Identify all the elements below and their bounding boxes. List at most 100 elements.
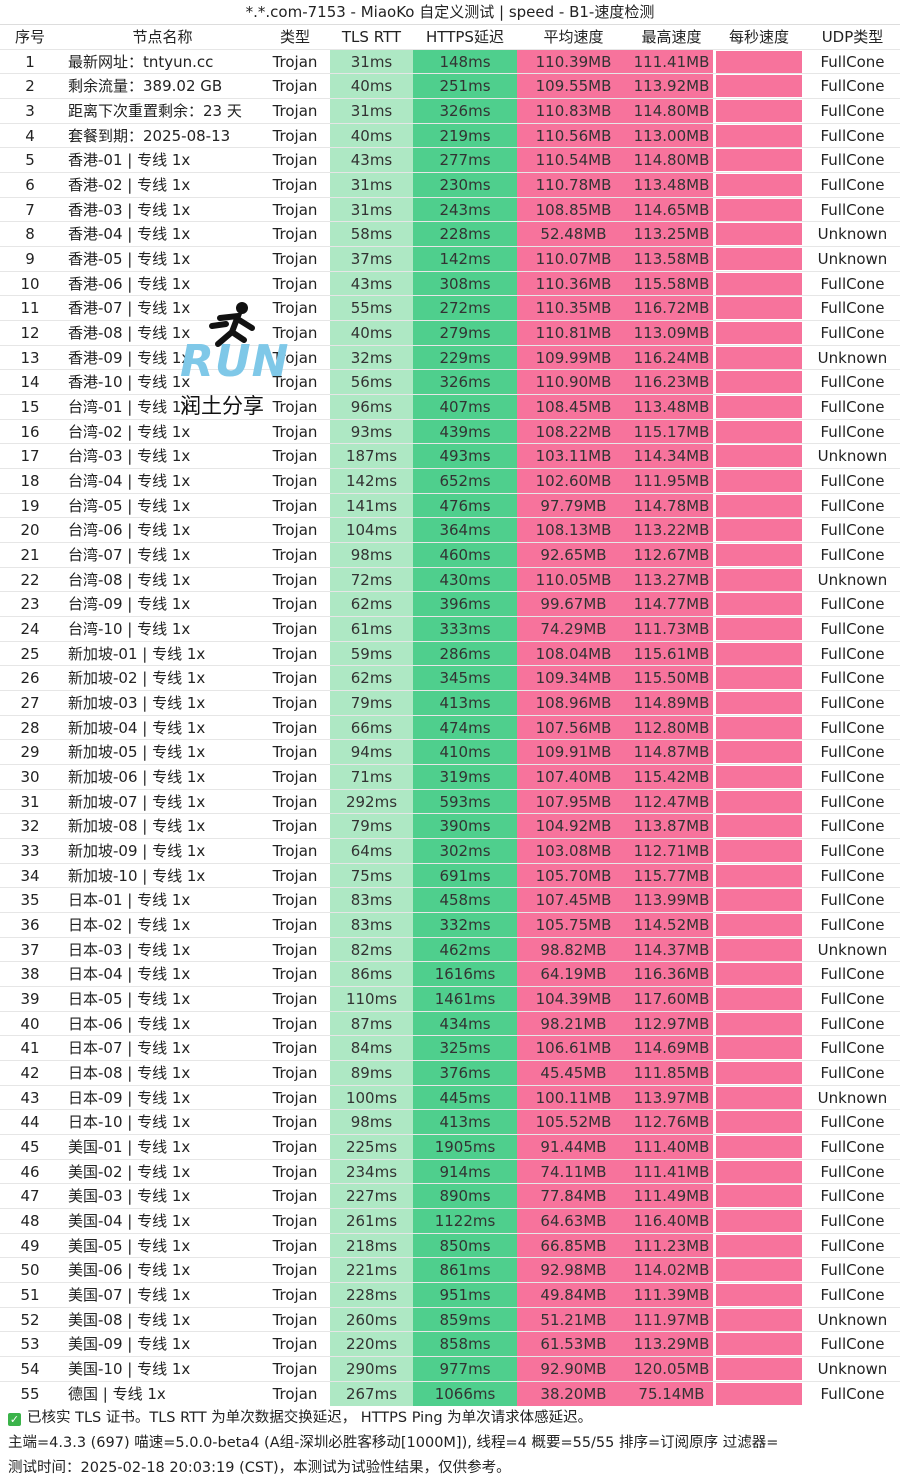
table-cell: 260ms — [330, 1307, 413, 1332]
row-divider — [0, 393, 900, 395]
table-cell: FullCone — [820, 669, 885, 688]
row-divider — [0, 73, 900, 75]
table-cell: FullCone — [820, 52, 885, 71]
table-cell: Trojan — [272, 521, 318, 540]
table-cell: 新加坡-03 | 专线 1x — [68, 693, 206, 712]
table-cell: 225ms — [330, 1134, 413, 1159]
table-cell: FullCone — [820, 422, 885, 441]
row-divider — [0, 640, 900, 642]
table-cell: 香港-08 | 专线 1x — [68, 323, 191, 342]
table-cell: 148ms — [413, 49, 517, 74]
table-cell: 86ms — [330, 962, 413, 987]
footer-line: 测试时间：2025-02-18 20:03:19 (CST)，本测试为试验性结果… — [8, 1460, 511, 1476]
table-cell: 111.49MB — [630, 1184, 713, 1209]
table-cell: 新加坡-08 | 专线 1x — [68, 817, 206, 836]
table-cell: 111.85MB — [630, 1060, 713, 1085]
table-cell: 116.72MB — [630, 296, 713, 321]
table-cell: 51 — [20, 1286, 40, 1304]
table-cell: 112.67MB — [630, 542, 713, 567]
table-cell: 40 — [20, 1014, 40, 1033]
row-divider — [0, 813, 900, 815]
runner-icon — [209, 302, 255, 347]
table-cell: 220ms — [330, 1332, 413, 1357]
table-cell: Trojan — [272, 1211, 318, 1230]
table-cell: 美国-01 | 专线 1x — [68, 1137, 191, 1156]
table-cell: 台湾-06 | 专线 1x — [68, 521, 191, 540]
table-cell: 109.34MB — [517, 666, 630, 691]
row-divider — [0, 147, 900, 149]
speed-graph — [716, 124, 802, 147]
table-cell: FullCone — [820, 521, 885, 540]
table-cell: 距离下次重置剩余：23 天 — [68, 101, 242, 120]
table-cell: 108.13MB — [517, 518, 630, 543]
table-cell: Trojan — [272, 669, 318, 688]
speed-graph — [716, 1086, 802, 1109]
table-cell: Trojan — [272, 915, 318, 934]
table-cell: FullCone — [820, 693, 885, 712]
table-cell: 110.90MB — [517, 370, 630, 395]
watermark: RUN 润土分享 — [180, 300, 290, 420]
table-cell: 234ms — [330, 1159, 413, 1184]
speed-graph — [716, 1111, 802, 1134]
table-cell: 413ms — [413, 690, 517, 715]
table-cell: 116.24MB — [630, 345, 713, 370]
table-cell: 445ms — [413, 1085, 517, 1110]
table-cell: 36 — [20, 915, 40, 934]
table-cell: 剩余流量：389.02 GB — [68, 77, 223, 96]
row-divider — [0, 788, 900, 790]
column-header: 平均速度 — [543, 28, 604, 46]
table-cell: 476ms — [413, 493, 517, 518]
row-divider — [0, 1232, 900, 1234]
table-cell: 日本-08 | 专线 1x — [68, 1063, 191, 1082]
table-cell: 德国 | 专线 1x — [68, 1384, 166, 1403]
speed-graph — [716, 272, 802, 295]
table-cell: 142ms — [413, 246, 517, 271]
table-cell: 105.75MB — [517, 912, 630, 937]
speed-graph — [716, 1160, 802, 1183]
table-cell: 228ms — [330, 1283, 413, 1307]
speed-graph — [716, 1333, 802, 1356]
row-divider — [0, 887, 900, 889]
table-cell: 345ms — [413, 666, 517, 691]
table-cell: 861ms — [413, 1258, 517, 1283]
table-cell: 251ms — [413, 74, 517, 99]
table-cell: 19 — [20, 496, 40, 515]
row-divider — [0, 196, 900, 198]
table-cell: 187ms — [330, 444, 413, 469]
table-cell: 54 — [20, 1360, 40, 1378]
table-cell: 新加坡-10 | 专线 1x — [68, 866, 206, 885]
table-cell: 62ms — [330, 666, 413, 691]
table-cell: 8 — [25, 225, 35, 244]
table-cell: 243ms — [413, 197, 517, 222]
table-cell: 410ms — [413, 740, 517, 765]
table-cell: 108.22MB — [517, 419, 630, 444]
speed-graph — [716, 371, 802, 394]
speed-graph — [716, 987, 802, 1010]
table-cell: 37ms — [330, 246, 413, 271]
table-cell: FullCone — [820, 1261, 885, 1280]
row-divider — [0, 739, 900, 741]
footer-line: 主端=4.3.3 (697) 喵速=5.0.0-beta4 (A组-深圳必胜客移… — [8, 1435, 779, 1451]
table-cell: FullCone — [820, 1384, 885, 1403]
table-cell: Trojan — [272, 151, 318, 170]
table-cell: Trojan — [272, 792, 318, 811]
table-cell: FullCone — [820, 1187, 885, 1206]
table-cell: FullCone — [820, 151, 885, 170]
table-cell: 120.05MB — [630, 1357, 713, 1381]
table-cell: Unknown — [817, 1088, 888, 1107]
table-cell: 日本-02 | 专线 1x — [68, 915, 191, 934]
table-cell: FullCone — [820, 1113, 885, 1132]
table-cell: Unknown — [817, 348, 888, 367]
speed-graph — [716, 938, 802, 961]
table-cell: 279ms — [413, 320, 517, 345]
table-cell: 41 — [20, 1039, 40, 1058]
table-cell: 413ms — [413, 1110, 517, 1135]
table-cell: FullCone — [820, 1162, 885, 1181]
table-cell: 套餐到期：2025-08-13 — [68, 126, 231, 145]
table-cell: 116.36MB — [630, 962, 713, 987]
table-cell: 396ms — [413, 592, 517, 617]
table-cell: FullCone — [820, 77, 885, 96]
table-cell: 美国-05 | 专线 1x — [68, 1236, 191, 1255]
table-cell: 97.79MB — [517, 493, 630, 518]
table-cell: 89ms — [330, 1060, 413, 1085]
